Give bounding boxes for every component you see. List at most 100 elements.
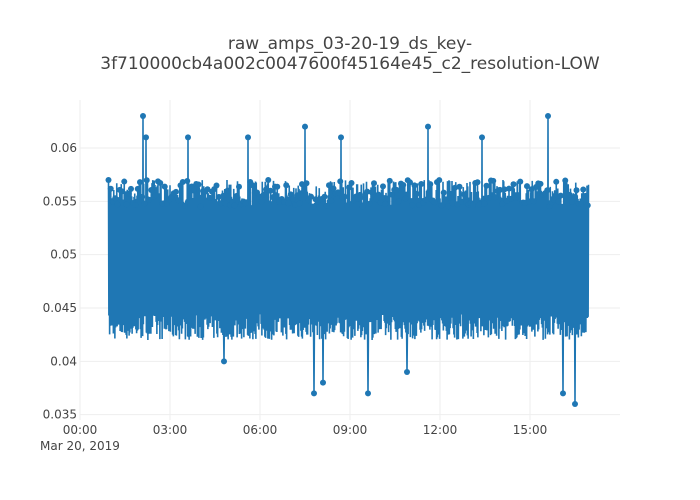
data-point bbox=[506, 185, 512, 192]
extreme-point bbox=[365, 390, 371, 397]
data-point bbox=[137, 179, 143, 186]
data-point bbox=[260, 191, 267, 198]
data-point bbox=[373, 196, 380, 203]
data-point bbox=[283, 182, 290, 189]
data-point bbox=[143, 177, 150, 184]
chart-title: raw_amps_03-20-19_ds_key-3f710000cb4a002… bbox=[100, 34, 600, 74]
data-point bbox=[233, 192, 240, 199]
data-point bbox=[564, 200, 571, 207]
extreme-point bbox=[572, 401, 578, 407]
x-tick-label: 15:00 bbox=[513, 423, 548, 437]
data-point bbox=[476, 201, 483, 208]
x-tick-label: 09:00 bbox=[333, 423, 368, 437]
y-tick-label: 0.04 bbox=[50, 354, 77, 368]
y-tick-label: 0.05 bbox=[50, 248, 77, 262]
extreme-point bbox=[140, 113, 146, 119]
data-point bbox=[236, 183, 242, 190]
data-point bbox=[389, 191, 395, 198]
data-point bbox=[371, 180, 377, 187]
data-point bbox=[492, 194, 499, 201]
data-point bbox=[461, 191, 467, 198]
data-point bbox=[186, 193, 193, 200]
data-point bbox=[344, 202, 350, 209]
data-point bbox=[152, 192, 159, 199]
extreme-point bbox=[545, 113, 551, 119]
data-point bbox=[175, 197, 182, 204]
data-point bbox=[285, 200, 292, 207]
extreme-point bbox=[143, 134, 149, 141]
data-point bbox=[204, 186, 211, 193]
data-point bbox=[141, 200, 148, 207]
data-point bbox=[303, 180, 310, 187]
data-point bbox=[497, 186, 503, 193]
data-point bbox=[555, 198, 562, 205]
data-point bbox=[224, 187, 231, 194]
data-point bbox=[584, 202, 591, 209]
data-point bbox=[267, 187, 274, 194]
data-point bbox=[281, 198, 287, 205]
data-point bbox=[431, 199, 438, 206]
data-point bbox=[265, 177, 272, 184]
data-point bbox=[269, 194, 276, 201]
y-tick-label: 0.045 bbox=[43, 301, 77, 315]
data-point bbox=[582, 192, 589, 199]
data-point bbox=[213, 182, 220, 189]
data-point bbox=[521, 199, 528, 206]
data-point bbox=[449, 200, 456, 207]
data-point bbox=[524, 183, 530, 190]
data-point bbox=[294, 192, 301, 199]
data-point bbox=[359, 203, 366, 210]
data-point bbox=[222, 200, 229, 207]
data-point bbox=[445, 203, 452, 210]
extreme-point bbox=[560, 390, 566, 397]
data-point bbox=[263, 186, 269, 193]
data-point bbox=[557, 192, 564, 199]
data-point bbox=[218, 200, 224, 207]
data-point bbox=[299, 181, 305, 188]
data-point bbox=[528, 186, 535, 193]
data-point bbox=[323, 203, 330, 210]
data-point bbox=[114, 201, 121, 208]
data-point bbox=[578, 200, 584, 207]
data-point bbox=[179, 179, 186, 186]
data-point bbox=[105, 177, 112, 183]
data-point bbox=[119, 188, 125, 195]
data-point bbox=[499, 200, 506, 207]
data-point bbox=[197, 203, 204, 210]
data-point bbox=[402, 195, 409, 202]
y-tick-label: 0.035 bbox=[43, 408, 77, 422]
data-point bbox=[416, 202, 422, 209]
data-point bbox=[364, 188, 371, 195]
data-point bbox=[125, 190, 132, 197]
data-point bbox=[386, 177, 393, 184]
data-point bbox=[427, 181, 434, 188]
data-point bbox=[456, 183, 463, 190]
data-point bbox=[112, 195, 119, 202]
data-point bbox=[454, 201, 461, 208]
extreme-point bbox=[479, 134, 485, 141]
data-point bbox=[474, 179, 481, 186]
x-date-label: Mar 20, 2019 bbox=[40, 439, 120, 453]
data-point bbox=[173, 188, 179, 195]
data-point bbox=[422, 196, 429, 203]
axes: 0.035 0.04 0.045 0.05 0.055 0.06 00:00 03:00 06:… bbox=[40, 141, 547, 453]
data-point bbox=[139, 193, 146, 200]
extreme-point bbox=[425, 123, 431, 130]
x-tick-label: 12:00 bbox=[423, 423, 458, 437]
data-point bbox=[569, 198, 575, 205]
extreme-point bbox=[185, 134, 191, 141]
data-point bbox=[440, 189, 447, 196]
data-point bbox=[407, 179, 413, 186]
data-point bbox=[544, 187, 551, 194]
data-point bbox=[515, 192, 521, 199]
data-point bbox=[452, 184, 458, 191]
data-point bbox=[308, 193, 314, 200]
data-point bbox=[161, 183, 168, 190]
data-point bbox=[503, 197, 510, 204]
data-point bbox=[377, 199, 384, 206]
data-point bbox=[215, 193, 222, 200]
data-point bbox=[128, 185, 134, 192]
data-point bbox=[337, 178, 344, 185]
data-point bbox=[195, 181, 202, 188]
